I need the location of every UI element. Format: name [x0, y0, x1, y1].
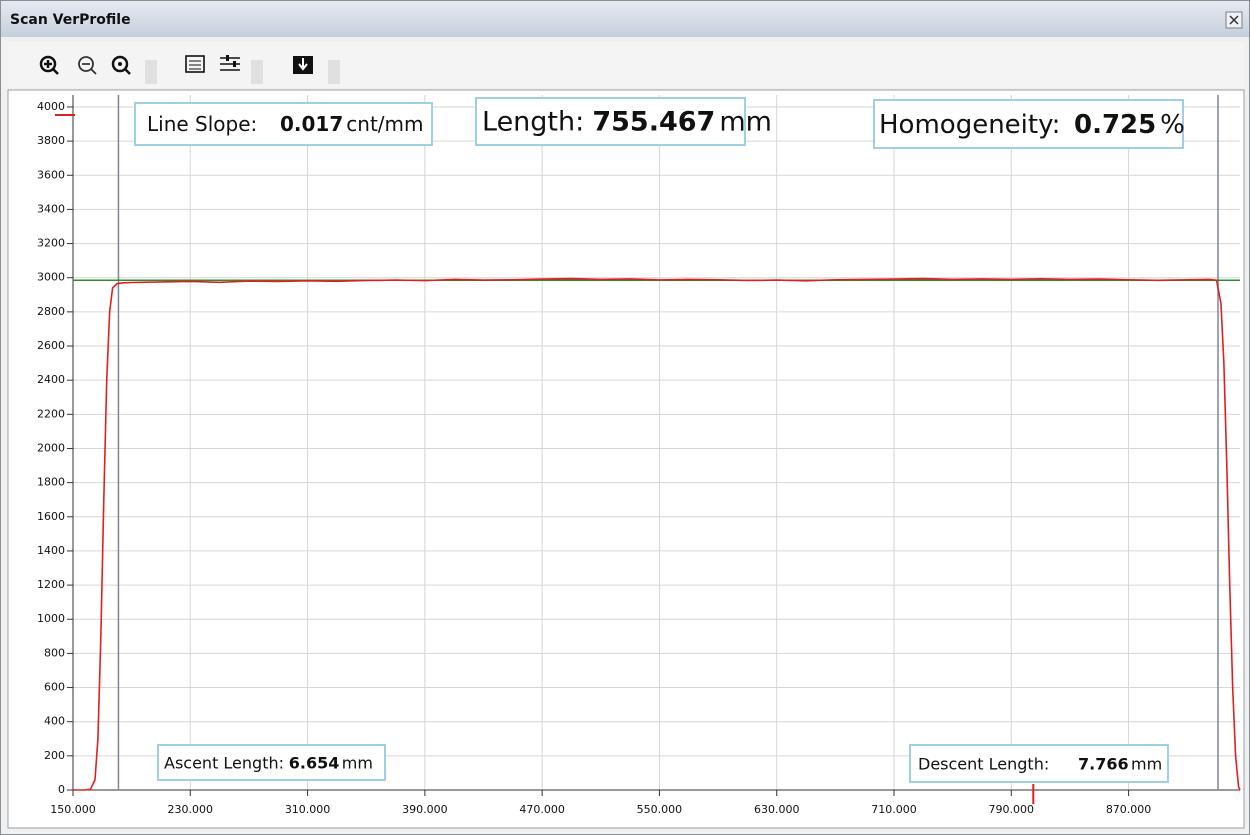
annotation-box: [134, 102, 433, 146]
y-tick-label: 400: [44, 715, 65, 728]
y-tick-label: 1600: [37, 510, 65, 523]
annotation-label: Ascent Length:: [164, 753, 284, 772]
annotation-text: Ascent Length: 6.654 mm: [164, 753, 373, 772]
x-tick-label: 550.000: [637, 803, 683, 816]
y-tick-label: 3200: [37, 237, 65, 250]
dropdown[interactable]: [328, 60, 340, 84]
x-tick-label: 310.000: [285, 803, 331, 816]
settings[interactable]: [220, 55, 240, 71]
window-title: Scan VerProfile: [10, 12, 131, 28]
annotation-label: Homogeneity:: [879, 110, 1060, 140]
x-tick-label: 630.000: [754, 803, 800, 816]
y-tick-label: 2800: [37, 305, 65, 318]
profile-line: [73, 277, 1241, 791]
annotation-box: [873, 99, 1184, 149]
y-tick-label: 3600: [37, 168, 65, 181]
annotation-box: [157, 744, 386, 781]
y-tick-label: 2000: [37, 441, 65, 454]
annotation-box: [475, 97, 746, 146]
y-tick-label: 2600: [37, 339, 65, 352]
y-tick-label: 1200: [37, 578, 65, 591]
table-view[interactable]: [185, 55, 205, 73]
export[interactable]: [293, 56, 313, 74]
annotation: Line Slope: 0.017 cnt/mm: [134, 102, 433, 146]
annotation-text: Descent Length: 7.766 mm: [918, 754, 1162, 773]
y-tick-label: 0: [58, 783, 65, 796]
x-tick-label: 790.000: [989, 803, 1035, 816]
y-tick-label: 800: [44, 646, 65, 659]
y-tick-label: 2200: [37, 407, 65, 420]
annotation-label: Descent Length:: [918, 754, 1049, 773]
annotation-value: 0.017: [280, 112, 343, 136]
zoom-out[interactable]: [78, 56, 97, 75]
annotation-unit: cnt/mm: [346, 112, 423, 136]
x-tick-label: 870.000: [1106, 803, 1152, 816]
plot-panel: [7, 89, 1245, 829]
annotation: Homogeneity: 0.725%: [873, 99, 1185, 149]
zoom-in[interactable]: [39, 55, 59, 75]
x-tick-label: 390.000: [402, 803, 448, 816]
y-tick-label: 3800: [37, 134, 65, 147]
annotation-text: Length: 755.467 mm: [482, 106, 772, 137]
y-tick-label: 600: [44, 681, 65, 694]
y-tick-label: 1400: [37, 544, 65, 557]
dropdown[interactable]: [251, 60, 263, 84]
annotation-value: 7.766: [1078, 754, 1129, 773]
annotation-unit: mm: [719, 106, 772, 137]
annotation-unit: mm: [342, 753, 373, 772]
title-bar: [1, 1, 1249, 37]
dropdown[interactable]: [145, 60, 157, 84]
zoom-fit[interactable]: [111, 55, 131, 75]
y-tick-label: 1800: [37, 476, 65, 489]
annotation-label: Length:: [482, 106, 584, 137]
annotation-label: Line Slope:: [147, 112, 257, 136]
close-button[interactable]: [1225, 11, 1243, 29]
y-tick-label: 3000: [37, 271, 65, 284]
y-tick-label: 1000: [37, 612, 65, 625]
y-tick-label: 4000: [37, 100, 65, 113]
annotation-value: 755.467: [592, 106, 715, 137]
annotation-value: 0.725: [1074, 110, 1156, 140]
toolbar: [8, 42, 1244, 88]
annotation-value: 6.654: [289, 753, 340, 772]
annotation: Length: 755.467 mm: [475, 97, 772, 146]
y-tick-label: 3400: [37, 202, 65, 215]
annotation: Descent Length: 7.766 mm: [909, 744, 1169, 783]
x-tick-label: 470.000: [519, 803, 565, 816]
annotation-text: Line Slope: 0.017 cnt/mm: [147, 112, 423, 136]
annotation-box: [909, 744, 1169, 783]
annotation-unit: mm: [1131, 754, 1162, 773]
y-tick-label: 200: [44, 749, 65, 762]
annotation-unit: %: [1160, 110, 1185, 140]
annotation: Ascent Length: 6.654 mm: [157, 744, 386, 781]
x-tick-label: 710.000: [871, 803, 917, 816]
x-tick-label: 150.000: [50, 803, 96, 816]
annotation-text: Homogeneity: 0.725%: [879, 110, 1185, 140]
y-tick-label: 2400: [37, 373, 65, 386]
x-tick-label: 230.000: [168, 803, 214, 816]
